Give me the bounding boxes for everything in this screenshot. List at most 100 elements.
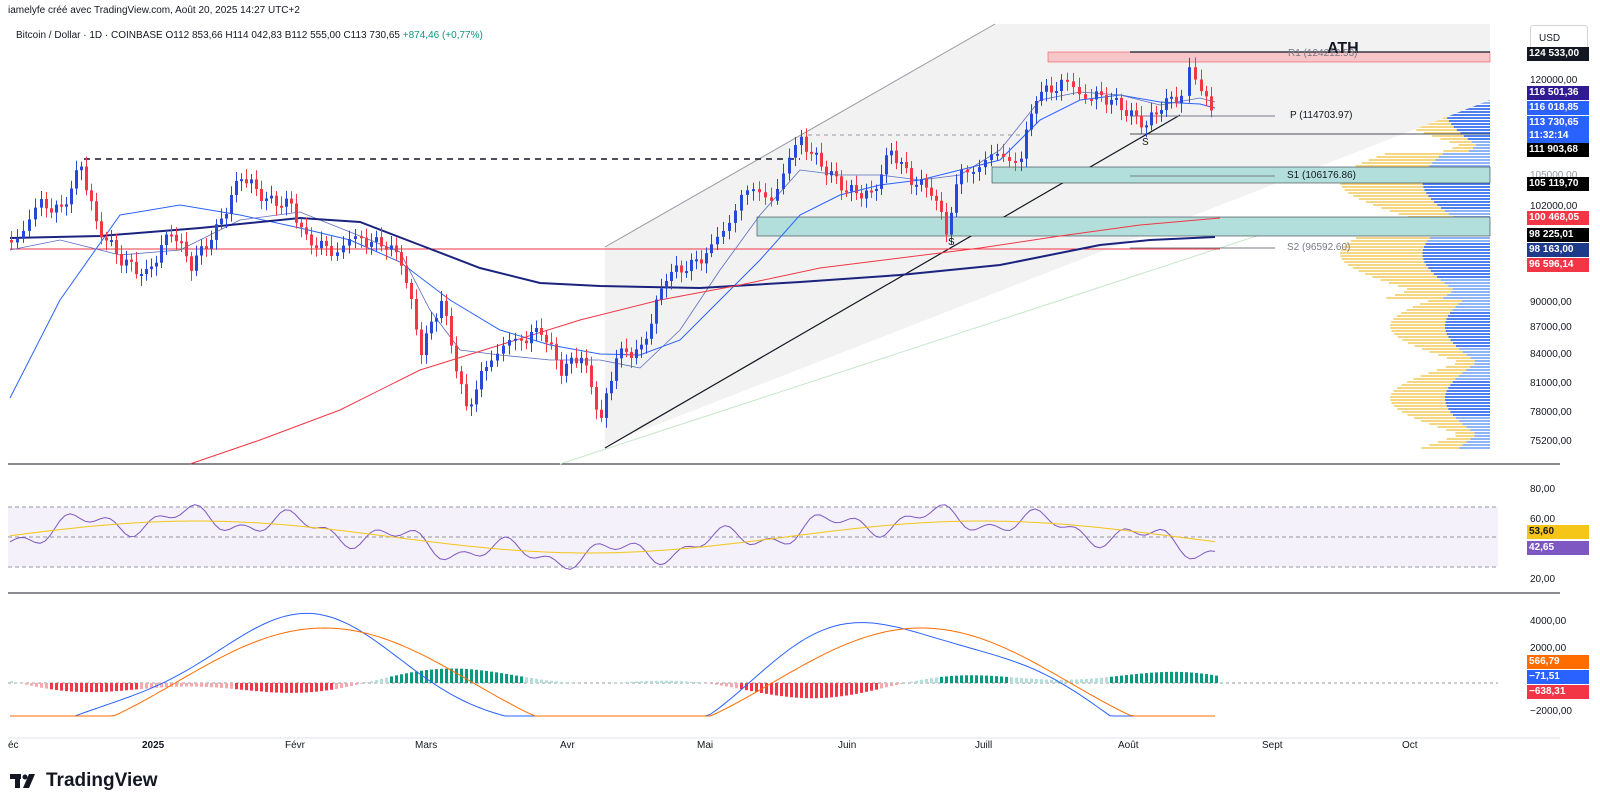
macd-histogram-bar xyxy=(1215,675,1218,683)
volume-bar xyxy=(1381,207,1442,209)
candle-body xyxy=(420,329,423,356)
macd-histogram-bar xyxy=(750,683,753,692)
candle-body xyxy=(120,254,123,266)
macd-histogram-bar xyxy=(285,683,288,693)
candle-body xyxy=(22,230,25,239)
volume-bar xyxy=(1340,255,1423,257)
macd-histogram-bar xyxy=(650,680,653,683)
candle-body xyxy=(95,201,98,222)
volume-bar xyxy=(1428,195,1490,197)
volume-bar xyxy=(1462,351,1490,353)
volume-bar xyxy=(1453,126,1490,128)
candle-body xyxy=(230,194,233,214)
candle-body xyxy=(680,265,683,273)
volume-bar xyxy=(1446,405,1490,407)
volume-bar xyxy=(1474,435,1490,437)
macd-histogram-bar xyxy=(105,683,108,692)
volume-bar xyxy=(1446,390,1490,392)
macd-histogram-bar xyxy=(205,683,208,687)
ma-200-line xyxy=(9,216,1216,290)
candle-body xyxy=(496,353,499,361)
macd-histogram-bar xyxy=(785,683,788,697)
candle-body xyxy=(165,234,168,246)
macd-histogram-bar xyxy=(455,668,458,683)
candle-body xyxy=(746,190,749,195)
candle-body xyxy=(80,166,83,171)
candle-body xyxy=(776,188,779,201)
candle-body xyxy=(585,357,588,366)
volume-bar xyxy=(1458,303,1490,305)
rsi-tick: 80,00 xyxy=(1530,484,1556,495)
candle-body xyxy=(1150,112,1153,126)
macd-histogram-bar xyxy=(215,683,218,688)
volume-bar xyxy=(1347,264,1427,266)
candle-body xyxy=(855,185,858,194)
macd-tick: 4000,00 xyxy=(1530,616,1567,627)
volume-bar xyxy=(1469,150,1490,152)
candle-body xyxy=(365,237,368,247)
volume-bar xyxy=(1397,408,1449,410)
s2-label: S2 (96592.60) xyxy=(1287,242,1351,253)
macd-histogram-bar xyxy=(430,669,433,683)
candle-body xyxy=(815,152,818,155)
macd-histogram-bar xyxy=(145,683,148,689)
candle-body xyxy=(966,169,969,173)
volume-bar xyxy=(1448,336,1490,338)
macd-histogram-bar xyxy=(45,683,48,689)
candle-body xyxy=(55,204,58,213)
volume-bar xyxy=(1462,444,1490,446)
macd-histogram-bar xyxy=(970,675,973,683)
macd-histogram-bar xyxy=(1080,679,1083,683)
macd-histogram-bar xyxy=(815,683,818,699)
candle-body xyxy=(600,409,603,418)
macd-histogram-bar xyxy=(615,682,618,683)
volume-bar xyxy=(1438,156,1490,158)
volume-bar xyxy=(1428,267,1490,269)
volume-bar xyxy=(1344,189,1425,191)
volume-bar xyxy=(1459,348,1490,350)
candle-body xyxy=(590,365,593,388)
macd-histogram-bar xyxy=(470,669,473,683)
volume-bar xyxy=(1474,363,1490,365)
symbol-legend[interactable]: Bitcoin / Dollar · 1D · COINBASE O112 85… xyxy=(16,30,483,41)
volume-bar xyxy=(1445,396,1490,398)
candle-body xyxy=(530,332,533,344)
volume-bar xyxy=(1431,135,1464,137)
volume-bar xyxy=(1466,441,1490,443)
volume-bar xyxy=(1391,393,1446,395)
macd-histogram-bar xyxy=(625,681,628,683)
macd-histogram-bar xyxy=(500,673,503,683)
macd-histogram-bar xyxy=(545,680,548,683)
macd-histogram-bar xyxy=(935,677,938,683)
macd-histogram-bar xyxy=(490,671,493,683)
tradingview-logo[interactable]: TradingView xyxy=(10,770,158,792)
macd-histogram-bar xyxy=(720,683,723,686)
candle-body xyxy=(1105,95,1108,105)
macd-histogram-bar xyxy=(20,683,23,684)
macd-histogram-bar xyxy=(1085,678,1088,683)
macd-histogram-bar xyxy=(1130,674,1133,683)
macd-histogram-bar xyxy=(450,668,453,683)
candle-body xyxy=(610,380,613,394)
candle-body xyxy=(130,259,133,262)
candle-body xyxy=(978,167,981,172)
macd-histogram-bar xyxy=(560,681,563,683)
volume-bar xyxy=(1358,270,1431,272)
candle-body xyxy=(348,239,351,246)
macd-histogram-bar xyxy=(360,683,363,684)
macd-histogram-bar xyxy=(1005,676,1008,683)
price-tick: 75200,00 xyxy=(1530,436,1572,447)
ath-label: ATH xyxy=(1327,40,1359,57)
macd-histogram-bar xyxy=(80,683,83,693)
volume-bar xyxy=(1436,369,1467,371)
candle-body xyxy=(570,357,573,364)
macd-tick: 2000,00 xyxy=(1530,643,1567,654)
candle-body xyxy=(1130,110,1133,116)
macd-histogram-bar xyxy=(200,683,203,687)
macd-histogram-bar xyxy=(40,683,43,688)
candle-body xyxy=(435,318,438,322)
candle-body xyxy=(860,193,863,199)
candle-body xyxy=(1160,110,1163,114)
candle-body xyxy=(1165,98,1168,111)
